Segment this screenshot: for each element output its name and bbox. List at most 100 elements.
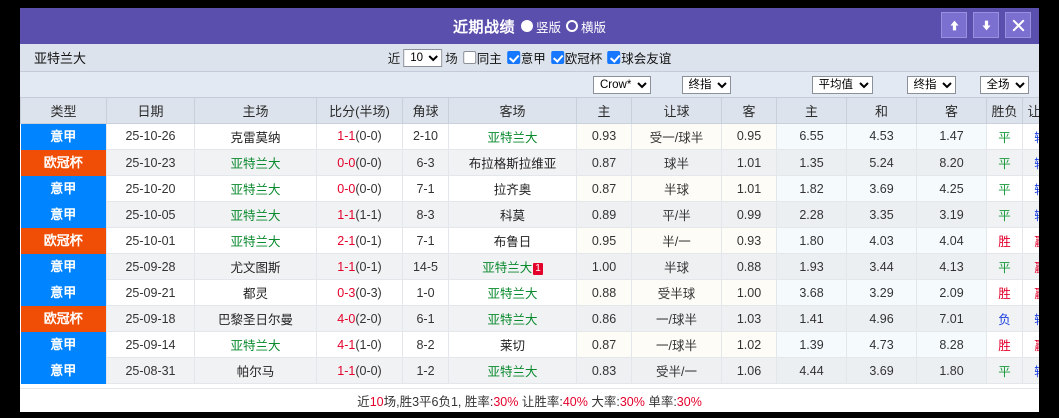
table-row[interactable]: 意甲 25-09-14 亚特兰大 4-1(1-0) 8-2 莱切 0.87 一/球半 1.02 1…	[20, 331, 1039, 358]
cell-type[interactable]: 意甲	[20, 253, 107, 280]
cell-home-team[interactable]: 亚特兰大	[194, 175, 317, 202]
col-header-odds-draw[interactable]: 和	[846, 98, 917, 124]
home-team-name[interactable]: 亚特兰大	[230, 339, 281, 353]
col-header-corner[interactable]: 角球	[402, 98, 449, 124]
col-header-odds-home[interactable]: 主	[776, 98, 847, 124]
cell-score[interactable]: 1-1(0-0)	[316, 122, 403, 150]
away-team-name[interactable]: 科莫	[499, 209, 525, 223]
competition-badge[interactable]: 意甲	[20, 279, 106, 306]
col-header-handicap[interactable]: 让球	[631, 98, 722, 124]
checkbox-checked-icon[interactable]	[506, 51, 520, 64]
filter-serie-a[interactable]: 意甲	[506, 48, 546, 67]
checkbox-checked-icon[interactable]	[550, 51, 564, 64]
cell-type[interactable]: 意甲	[20, 357, 107, 384]
cell-score[interactable]: 4-0(2-0)	[316, 305, 403, 332]
cell-home-team[interactable]: 亚特兰大	[194, 201, 317, 228]
table-row[interactable]: 欧冠杯 25-10-01 亚特兰大 2-1(0-1) 7-1 布鲁日 0.95 半/一 0.93…	[20, 227, 1039, 254]
away-team-name[interactable]: 亚特兰大	[487, 130, 538, 145]
cell-away-team[interactable]: 亚特兰大 1	[448, 253, 577, 280]
cell-away-team[interactable]: 科莫	[448, 201, 577, 228]
away-team-name[interactable]: 亚特兰大	[487, 313, 538, 327]
table-row[interactable]: 意甲 25-09-21 都灵 0-3(0-3) 1-0 亚特兰大 0.88 受半球 1.00 3.…	[20, 279, 1039, 306]
away-team-name[interactable]: 布鲁日	[493, 235, 532, 249]
cell-home-team[interactable]: 巴黎圣日尔曼	[194, 305, 317, 332]
home-team-name[interactable]: 帕尔马	[236, 365, 275, 379]
table-row[interactable]: 意甲 25-10-26 克雷莫纳 1-1(0-0) 2-10 亚特兰大 0.93 受一/球半 0…	[20, 122, 1039, 150]
filter-friendly[interactable]: 球会友谊	[607, 48, 671, 67]
competition-badge[interactable]: 意甲	[20, 253, 106, 280]
competition-badge[interactable]: 欧冠杯	[20, 227, 106, 254]
cell-type[interactable]: 意甲	[20, 331, 107, 358]
cell-score[interactable]: 0-0(0-0)	[316, 175, 403, 202]
cell-away-team[interactable]: 亚特兰大	[448, 279, 577, 306]
cell-type[interactable]: 欧冠杯	[20, 305, 107, 332]
cell-score[interactable]: 2-1(0-1)	[316, 227, 403, 254]
col-header-home[interactable]: 主场	[194, 98, 317, 124]
home-team-name[interactable]: 尤文图斯	[230, 261, 281, 275]
away-team-name[interactable]: 亚特兰大	[487, 365, 538, 379]
col-header-handicap-result[interactable]: 让球	[1022, 98, 1039, 124]
cell-type[interactable]: 意甲	[20, 175, 107, 202]
cell-away-team[interactable]: 拉齐奥	[448, 175, 577, 202]
home-team-name[interactable]: 亚特兰大	[230, 183, 281, 197]
cell-away-team[interactable]: 布拉格斯拉维亚	[448, 149, 577, 176]
col-header-date[interactable]: 日期	[106, 98, 195, 124]
table-row[interactable]: 欧冠杯 25-10-23 亚特兰大 0-0(0-0) 6-3 布拉格斯拉维亚 0.87 球半 1…	[20, 149, 1039, 176]
cell-score[interactable]: 1-1(0-1)	[316, 253, 403, 280]
cell-score[interactable]: 4-1(1-0)	[316, 331, 403, 358]
cell-type[interactable]: 意甲	[20, 123, 107, 150]
view-mode-option-horizontal[interactable]: 横版	[566, 17, 606, 36]
handicap-stage-select[interactable]: 终指	[681, 75, 731, 94]
away-team-name[interactable]: 亚特兰大	[482, 261, 533, 275]
cell-home-team[interactable]: 亚特兰大	[194, 331, 317, 358]
competition-badge[interactable]: 意甲	[20, 331, 106, 358]
cell-type[interactable]: 欧冠杯	[20, 227, 107, 254]
cell-home-team[interactable]: 克雷莫纳	[194, 122, 317, 150]
cell-home-team[interactable]: 亚特兰大	[194, 149, 317, 176]
col-header-hc-home[interactable]: 主	[576, 98, 632, 124]
cell-away-team[interactable]: 布鲁日	[448, 227, 577, 254]
scope-select[interactable]: 全场	[979, 75, 1029, 94]
col-header-result[interactable]: 胜负	[986, 98, 1023, 124]
home-team-name[interactable]: 都灵	[242, 287, 268, 301]
home-team-name[interactable]: 巴黎圣日尔曼	[217, 313, 293, 327]
table-row[interactable]: 欧冠杯 25-09-18 巴黎圣日尔曼 4-0(2-0) 6-1 亚特兰大 0.86 一/球半…	[20, 305, 1039, 332]
competition-badge[interactable]: 意甲	[20, 123, 106, 150]
cell-score[interactable]: 1-1(1-1)	[316, 201, 403, 228]
checkbox-unchecked-icon[interactable]	[462, 51, 476, 64]
table-row[interactable]: 意甲 25-10-20 亚特兰大 0-0(0-0) 7-1 拉齐奥 0.87 半球 1.01 1.…	[20, 175, 1039, 202]
col-header-odds-away[interactable]: 客	[916, 98, 987, 124]
home-team-name[interactable]: 亚特兰大	[230, 157, 281, 171]
home-team-name[interactable]: 亚特兰大	[230, 209, 281, 223]
scroll-down-button[interactable]	[973, 12, 999, 38]
home-team-name[interactable]: 克雷莫纳	[230, 130, 281, 145]
competition-badge[interactable]: 欧冠杯	[20, 305, 106, 332]
competition-badge[interactable]: 欧冠杯	[20, 149, 106, 176]
view-mode-option-vertical[interactable]: 竖版	[520, 17, 561, 36]
cell-score[interactable]: 0-3(0-3)	[316, 279, 403, 306]
view-mode-radio-group[interactable]: 竖版 横版	[520, 17, 606, 36]
company-select[interactable]: Crow*	[593, 75, 651, 94]
recent-count-select[interactable]: 10	[403, 48, 443, 67]
cell-score[interactable]: 1-1(0-0)	[316, 357, 403, 384]
cell-away-team[interactable]: 亚特兰大	[448, 357, 577, 384]
filter-same-home[interactable]: 同主	[462, 48, 502, 67]
away-team-name[interactable]: 莱切	[499, 339, 525, 353]
cell-home-team[interactable]: 都灵	[194, 279, 317, 306]
cell-home-team[interactable]: 帕尔马	[194, 357, 317, 384]
cell-type[interactable]: 意甲	[20, 201, 107, 228]
cell-home-team[interactable]: 尤文图斯	[194, 253, 317, 280]
away-team-name[interactable]: 布拉格斯拉维亚	[468, 157, 557, 171]
competition-badge[interactable]: 意甲	[20, 201, 106, 228]
cell-score[interactable]: 0-0(0-0)	[316, 149, 403, 176]
cell-away-team[interactable]: 亚特兰大	[448, 305, 577, 332]
odds-stage-select[interactable]: 终指	[906, 75, 956, 94]
odds-type-select[interactable]: 平均值	[811, 75, 873, 94]
competition-badge[interactable]: 意甲	[20, 357, 106, 384]
filter-ucl[interactable]: 欧冠杯	[550, 48, 602, 67]
competition-badge[interactable]: 意甲	[20, 175, 106, 202]
col-header-score[interactable]: 比分(半场)	[316, 98, 403, 124]
col-header-hc-away[interactable]: 客	[721, 98, 777, 124]
home-team-name[interactable]: 亚特兰大	[230, 235, 281, 249]
table-row[interactable]: 意甲 25-09-28 尤文图斯 1-1(0-1) 14-5 亚特兰大 1 1.00 半球 0.8…	[20, 253, 1039, 280]
